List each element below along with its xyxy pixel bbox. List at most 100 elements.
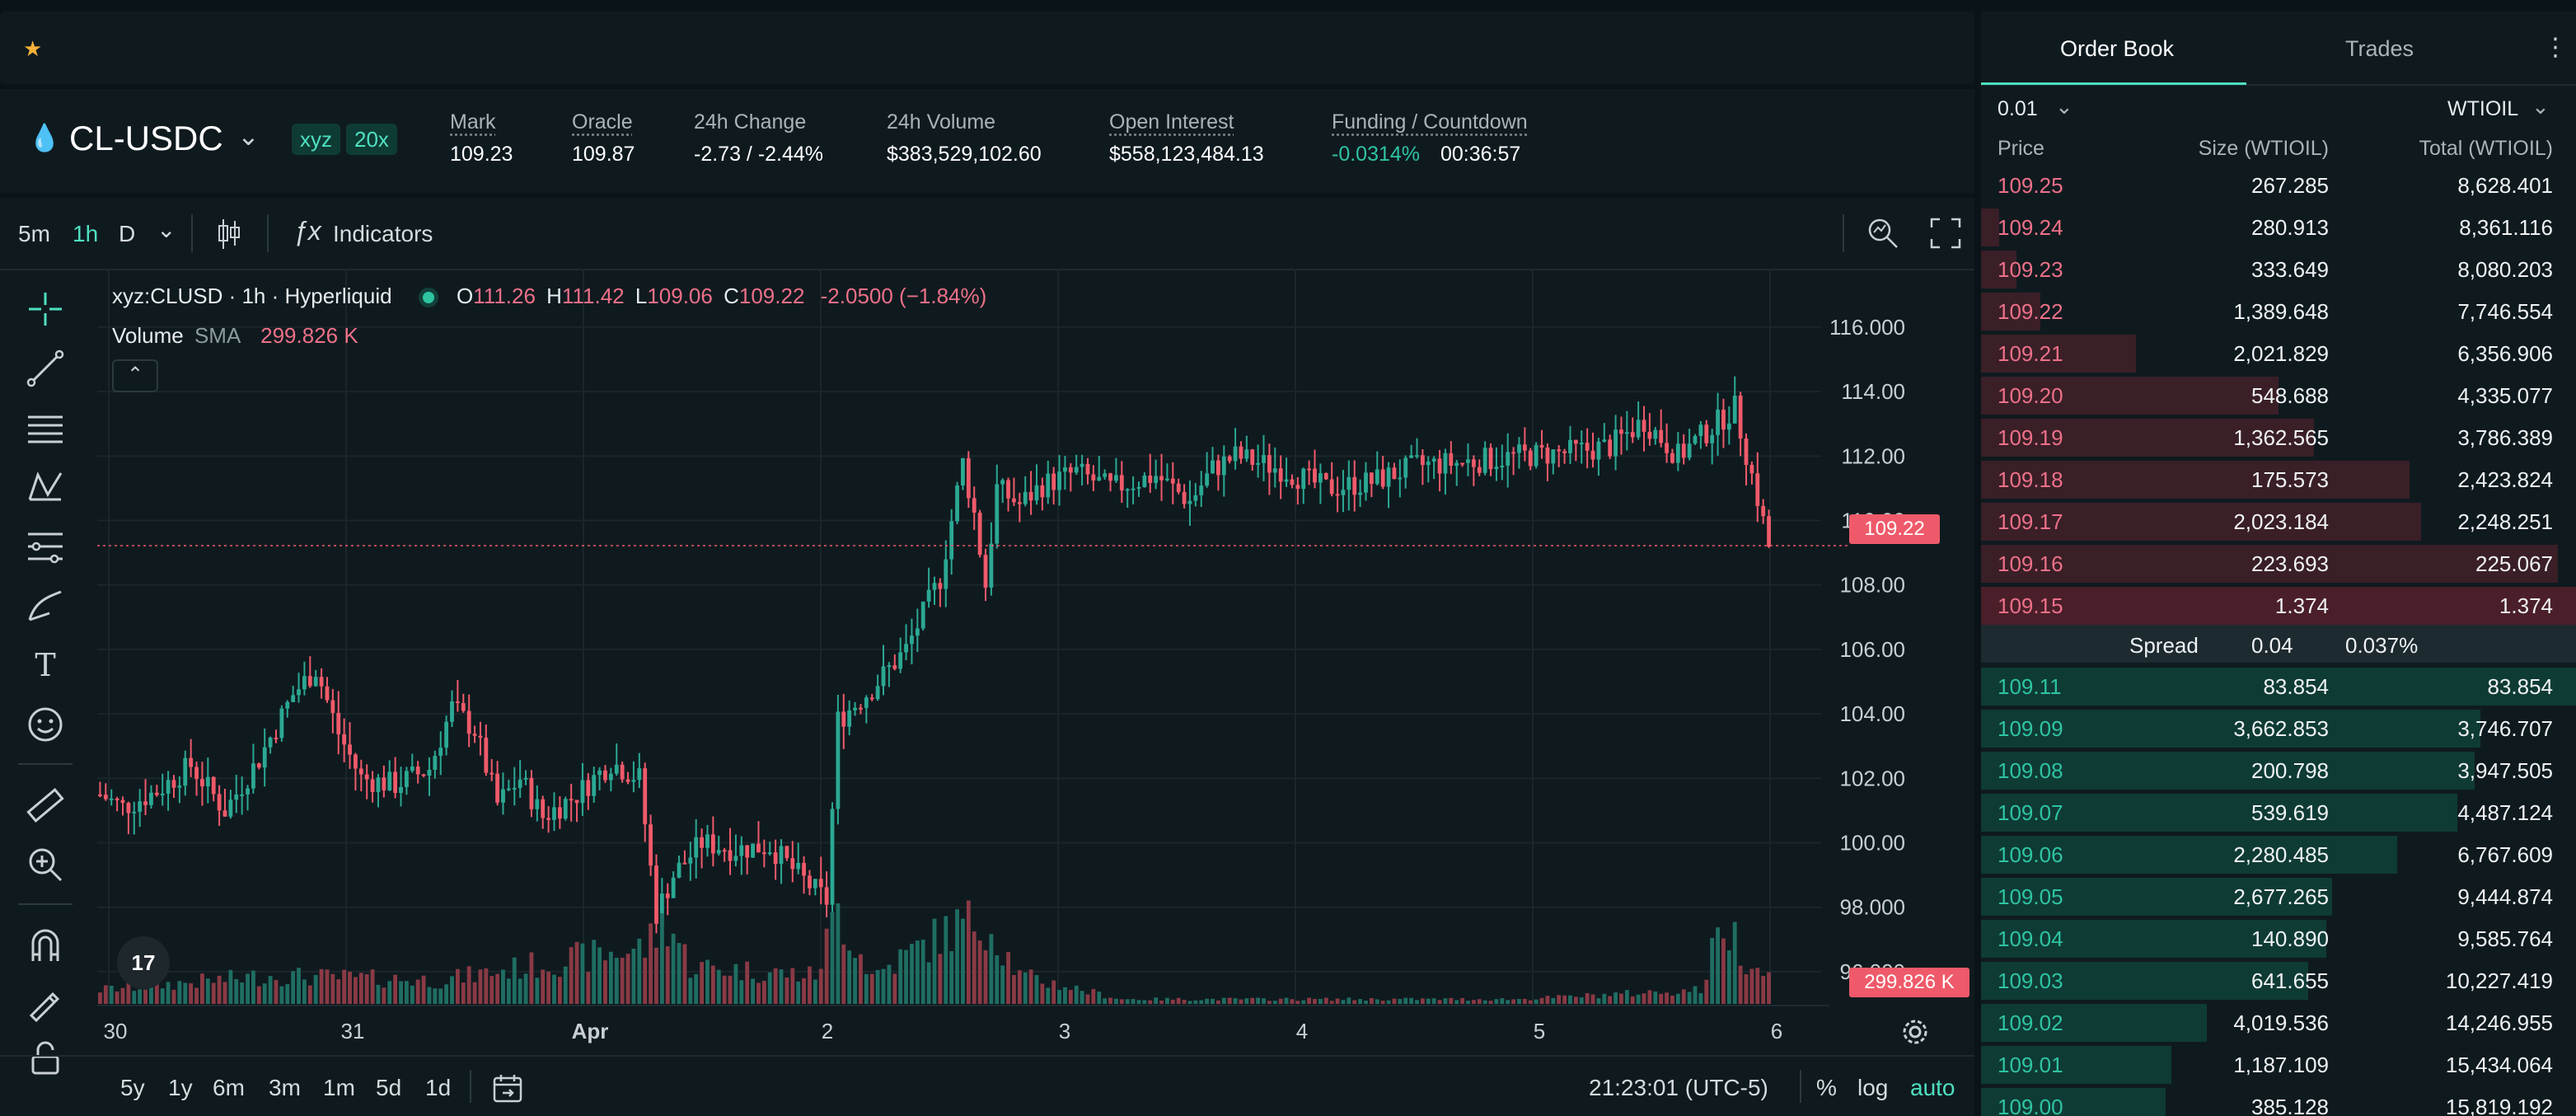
bid-row[interactable]: 109.06 2,280.485 6,767.609 — [1981, 834, 2576, 874]
chevron-down-icon[interactable]: ⌄ — [157, 217, 176, 242]
volume-bar — [1063, 987, 1067, 1004]
ruler-icon[interactable] — [25, 785, 66, 826]
bid-row[interactable]: 109.11 83.854 83.854 — [1981, 666, 2576, 706]
bid-row[interactable]: 109.00 385.128 15,819.192 — [1981, 1086, 2576, 1116]
ask-row[interactable]: 109.22 1,389.648 7,746.554 — [1981, 291, 2576, 331]
bid-row[interactable]: 109.04 140.890 9,585.764 — [1981, 918, 2576, 958]
tab-order-book[interactable]: Order Book — [2060, 36, 2175, 61]
ask-row[interactable]: 109.15 1.374 1.374 — [1981, 585, 2576, 625]
unit-select[interactable]: WTIOIL — [2447, 97, 2519, 120]
candle-body — [739, 845, 744, 856]
ask-row[interactable]: 109.16 223.693 225.067 — [1981, 543, 2576, 583]
ask-row[interactable]: 109.25 267.285 8,628.401 — [1981, 165, 2576, 204]
range-1y[interactable]: 1y — [168, 1075, 193, 1100]
log-scale-toggle[interactable]: log — [1857, 1075, 1889, 1100]
gear-icon[interactable] — [1899, 1015, 1932, 1048]
tradingview-logo[interactable]: 17 — [117, 936, 170, 989]
horizontal-lines-icon[interactable] — [25, 407, 66, 448]
tick-size-select[interactable]: 0.01 — [1998, 97, 2038, 120]
volume-bar — [330, 973, 335, 1004]
volume-bar — [489, 976, 494, 1004]
collapse-legend-button[interactable]: ⌃ — [112, 359, 158, 392]
candle-body — [1585, 443, 1590, 451]
volume-bar — [1579, 997, 1584, 1004]
bid-row[interactable]: 109.05 2,677.265 9,444.874 — [1981, 876, 2576, 916]
stat-value: 109.87 — [572, 143, 635, 166]
candle-body — [438, 748, 443, 756]
volume-bar — [211, 982, 216, 1004]
bid-row[interactable]: 109.07 539.619 4,487.124 — [1981, 792, 2576, 832]
ask-row[interactable]: 109.19 1,362.565 3,786.389 — [1981, 417, 2576, 457]
market-symbol[interactable]: CL-USDC — [69, 119, 223, 157]
order-total: 4,487.124 — [2457, 800, 2553, 825]
calendar-icon[interactable] — [491, 1071, 524, 1104]
range-1m[interactable]: 1m — [323, 1075, 355, 1100]
zoom-analysis-icon[interactable] — [1866, 216, 1900, 251]
ask-row[interactable]: 109.18 175.573 2,423.824 — [1981, 459, 2576, 499]
candle-type-icon[interactable] — [216, 218, 242, 251]
brush-icon[interactable] — [25, 585, 66, 626]
range-3m[interactable]: 3m — [269, 1075, 301, 1100]
volume-bar — [1154, 997, 1159, 1004]
text-tool-icon[interactable]: T — [35, 647, 56, 683]
magnet-icon[interactable] — [25, 925, 66, 966]
more-options-icon[interactable]: ⋮ — [2543, 34, 2568, 61]
bid-row[interactable]: 109.03 641.655 10,227.419 — [1981, 960, 2576, 1000]
candle-body — [955, 485, 959, 522]
unlock-icon[interactable] — [25, 1037, 66, 1078]
ask-row[interactable]: 109.21 2,021.829 6,356.906 — [1981, 333, 2576, 373]
pattern-icon[interactable] — [25, 467, 66, 508]
volume-bar — [1244, 998, 1249, 1004]
ask-row[interactable]: 109.23 333.649 8,080.203 — [1981, 249, 2576, 288]
volume-bar — [1562, 995, 1567, 1004]
interval-1h[interactable]: 1h — [73, 221, 99, 246]
chevron-down-icon[interactable]: ⌄ — [2532, 94, 2550, 119]
draw-lock-icon[interactable] — [25, 981, 66, 1022]
indicators-icon[interactable]: ƒx — [293, 216, 321, 246]
bid-row[interactable]: 109.08 200.798 3,947.505 — [1981, 750, 2576, 790]
percent-scale-toggle[interactable]: % — [1816, 1075, 1837, 1100]
candle-body — [864, 697, 869, 708]
range-6m[interactable]: 6m — [213, 1075, 245, 1100]
volume-bar — [217, 975, 222, 1004]
fullscreen-icon[interactable] — [1930, 218, 1961, 249]
interval-d[interactable]: D — [119, 221, 136, 246]
bid-row[interactable]: 109.02 4,019.536 14,246.955 — [1981, 1002, 2576, 1042]
candle-body — [1301, 468, 1306, 490]
crosshair-icon[interactable] — [25, 288, 66, 330]
bid-row[interactable]: 109.01 1,187.109 15,434.064 — [1981, 1044, 2576, 1084]
volume-bar — [836, 903, 841, 1004]
emoji-icon[interactable] — [25, 704, 66, 745]
chevron-down-icon[interactable]: ⌄ — [237, 121, 260, 151]
volume-bar — [472, 982, 477, 1004]
fib-retracement-icon[interactable] — [25, 526, 66, 567]
candle-body — [881, 666, 886, 687]
stat-label: Mark — [450, 110, 496, 134]
candle-body — [1295, 485, 1300, 490]
volume-bar — [625, 954, 630, 1004]
ask-row[interactable]: 109.20 548.688 4,335.077 — [1981, 375, 2576, 415]
chevron-down-icon[interactable]: ⌄ — [2055, 94, 2073, 119]
bid-row[interactable]: 109.09 3,662.853 3,746.707 — [1981, 708, 2576, 748]
ask-row[interactable]: 109.24 280.913 8,361.116 — [1981, 207, 2576, 246]
range-1d[interactable]: 1d — [425, 1075, 452, 1100]
auto-scale-toggle[interactable]: auto — [1910, 1075, 1955, 1100]
order-price: 109.17 — [1998, 509, 2063, 534]
ask-row[interactable]: 109.17 2,023.184 2,248.251 — [1981, 501, 2576, 541]
candle-body — [580, 780, 585, 804]
trend-line-icon[interactable] — [25, 348, 66, 389]
tab-trades[interactable]: Trades — [2345, 36, 2414, 61]
volume-bar — [438, 988, 443, 1004]
volume-bar — [523, 973, 528, 1004]
candle-body — [1182, 491, 1187, 504]
range-5y[interactable]: 5y — [120, 1075, 145, 1100]
order-size: 4,019.536 — [2233, 1010, 2329, 1035]
range-5d[interactable]: 5d — [376, 1075, 402, 1100]
star-icon[interactable]: ★ — [23, 36, 43, 61]
volume-bar — [915, 940, 920, 1004]
candlestick-chart[interactable]: 116.000114.00112.00110.00108.00106.00104… — [0, 198, 1974, 1116]
interval-5m[interactable]: 5m — [18, 221, 50, 246]
indicators-button[interactable]: Indicators — [333, 221, 433, 246]
zoom-in-icon[interactable] — [25, 844, 66, 885]
candle-body — [103, 795, 108, 799]
